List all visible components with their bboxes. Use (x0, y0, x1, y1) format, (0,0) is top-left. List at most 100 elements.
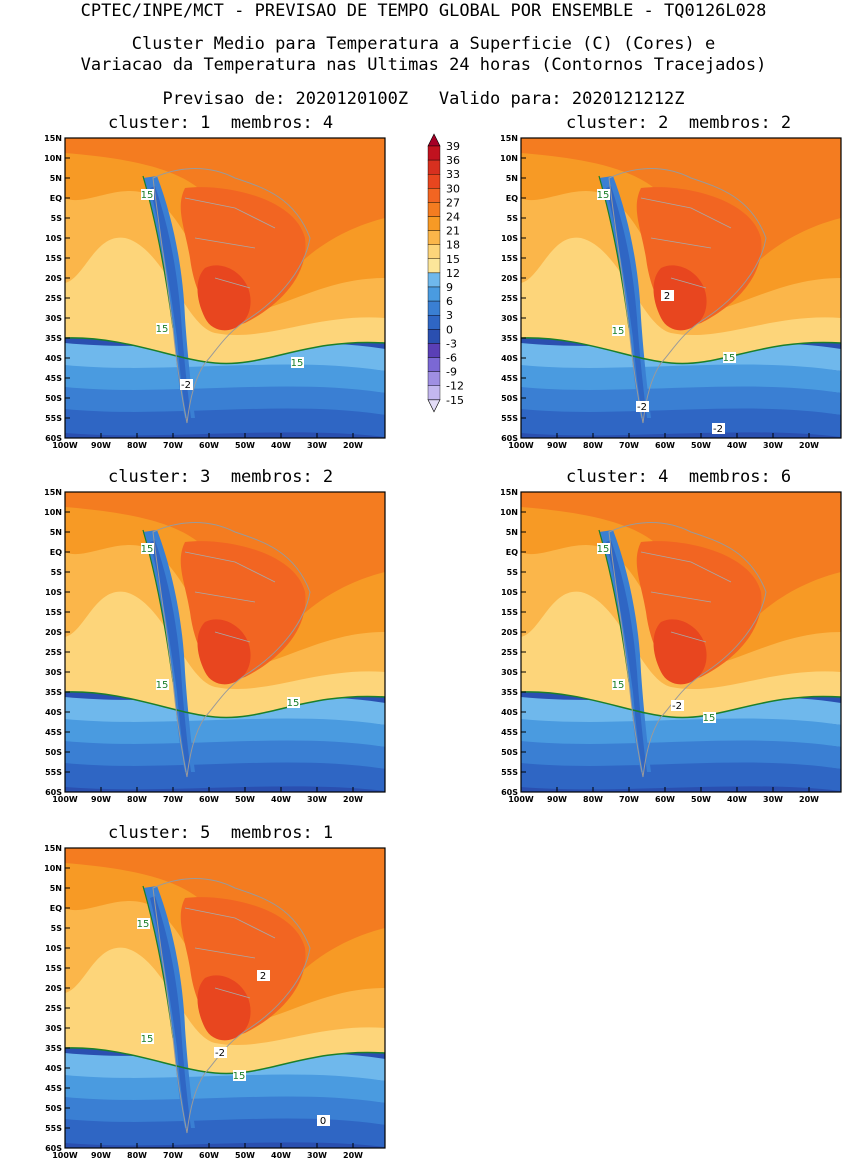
colorbar-label: 18 (446, 239, 460, 252)
colorbar-segment (427, 174, 441, 189)
cluster-map: 15N 10N 5N EQ 5S 10S 15S 20S 25S 30S 35S 40S 45S 50S 5… (33, 843, 387, 1163)
lat-label: EQ (50, 904, 62, 913)
lat-label: 20S (501, 274, 518, 283)
lon-label: 30W (763, 441, 783, 450)
lat-label: 10S (45, 234, 62, 243)
contour-label: 15 (137, 919, 150, 930)
cold-band (65, 762, 385, 791)
colorbar-label: 21 (446, 225, 460, 238)
lat-label: 45S (501, 374, 518, 383)
contour-label: 15 (612, 326, 625, 337)
lat-label: 10S (45, 588, 62, 597)
lon-label: 30W (307, 795, 327, 804)
lat-label: 60S (45, 434, 62, 443)
lat-label: 20S (45, 628, 62, 637)
colorbar-segment (427, 145, 441, 161)
lon-label: 20W (799, 795, 819, 804)
colorbar-segment (427, 286, 441, 302)
contour-15 (64, 337, 386, 365)
colorbar-segment (427, 329, 441, 344)
colorbar-segment (427, 202, 441, 217)
cold-band (521, 718, 841, 747)
contour-label: -2 (215, 1048, 225, 1059)
lat-label: 25S (45, 1004, 62, 1013)
lon-label: 30W (307, 1151, 327, 1160)
lat-label: 15S (45, 964, 62, 973)
lon-label: 30W (307, 441, 327, 450)
lat-label: 15S (45, 254, 62, 263)
colorbar-segment (427, 244, 441, 259)
lat-label: 50S (45, 1104, 62, 1113)
colorbar-label: -6 (446, 352, 457, 365)
colorbar-label: -3 (446, 337, 457, 350)
cold-band (65, 1096, 385, 1125)
lat-label: 45S (501, 728, 518, 737)
lat-label: 60S (501, 434, 518, 443)
lon-label: 100W (52, 1151, 78, 1160)
lon-label: 90W (547, 441, 567, 450)
lat-label: 30S (45, 1024, 62, 1033)
lat-label: 30S (45, 668, 62, 677)
lat-label: 60S (501, 788, 518, 797)
lat-label: 50S (45, 394, 62, 403)
header-line-4: Previsao de: 2020120100Z Valido para: 20… (162, 89, 685, 109)
borders (640, 197, 732, 289)
lon-label: 70W (163, 795, 183, 804)
cold-band (65, 1074, 385, 1103)
cold-band (521, 364, 841, 393)
contour-label: 2 (260, 971, 266, 982)
map-frame (64, 847, 386, 1149)
lon-label: 100W (508, 795, 534, 804)
lon-label: 80W (127, 795, 147, 804)
cold-band (521, 762, 841, 791)
contour-label: 15 (291, 358, 304, 369)
colorbar-label: 24 (446, 211, 460, 224)
lat-label: 10S (45, 944, 62, 953)
lon-label: 50W (691, 441, 711, 450)
cluster-title: cluster: 2 membros: 2 (566, 113, 792, 133)
colorbar-segment (427, 314, 441, 330)
lon-label: 90W (91, 441, 111, 450)
cold-band (65, 364, 385, 393)
lon-label: 80W (583, 795, 603, 804)
borders (184, 197, 276, 289)
contour-label: 0 (320, 1116, 326, 1127)
lat-label: 55S (45, 414, 62, 423)
colorbar-segment (427, 272, 441, 288)
lat-label: 5S (51, 214, 63, 223)
lat-label: 5S (507, 214, 519, 223)
lat-label: 15S (501, 608, 518, 617)
lat-label: 30S (501, 668, 518, 677)
cold-band (65, 386, 385, 415)
lat-label: 35S (501, 334, 518, 343)
colorbar-label: 3 (446, 309, 453, 322)
contour-label: 15 (156, 680, 169, 691)
lat-label: 5N (50, 174, 62, 183)
lat-label: EQ (50, 194, 62, 203)
lon-label: 80W (127, 441, 147, 450)
lat-label: 30S (501, 314, 518, 323)
contour-label: 15 (612, 680, 625, 691)
colorbar-segment (427, 216, 441, 231)
colorbar-segment (427, 159, 441, 175)
lat-label: 25S (45, 648, 62, 657)
lon-label: 40W (727, 441, 747, 450)
colorbar-bottom-arrow (427, 399, 441, 413)
lat-label: 55S (45, 768, 62, 777)
contour-label: 15 (597, 544, 610, 555)
contour-label: 15 (141, 1034, 154, 1045)
lon-label: 60W (655, 441, 675, 450)
lat-label: 40S (45, 354, 62, 363)
lat-label: 15N (500, 134, 518, 143)
lon-label: 40W (271, 1151, 291, 1160)
lat-label: 55S (501, 768, 518, 777)
lon-label: 20W (343, 1151, 363, 1160)
coastline (152, 522, 311, 778)
lat-label: 5S (51, 568, 63, 577)
lat-label: 15N (44, 488, 62, 497)
lon-label: 100W (52, 795, 78, 804)
lat-label: 45S (45, 374, 62, 383)
contour-label: -2 (637, 402, 647, 413)
cold-band (65, 408, 385, 437)
lat-label: EQ (506, 548, 518, 557)
